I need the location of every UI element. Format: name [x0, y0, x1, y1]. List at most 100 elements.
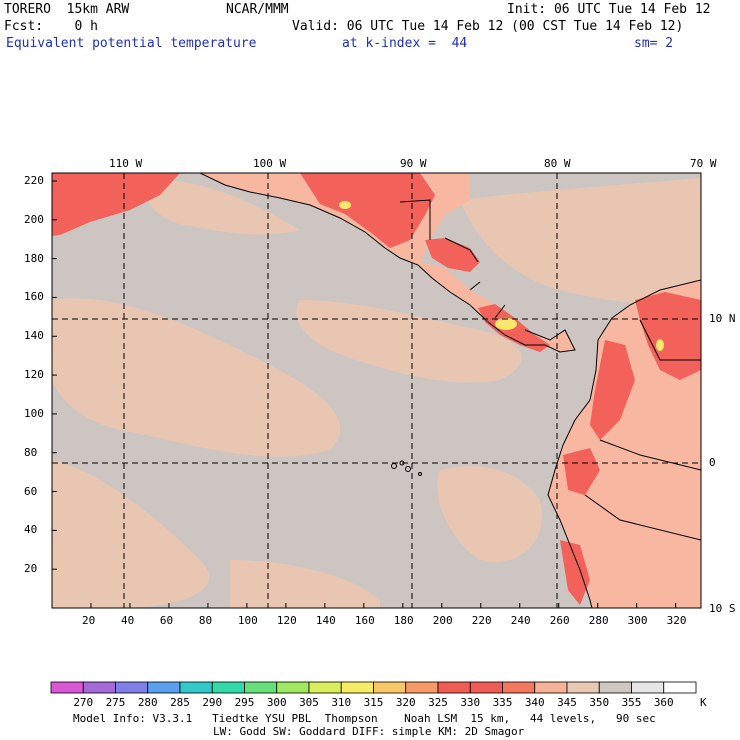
x-index-label: 200 — [432, 614, 453, 627]
colorbar-label: 345 — [557, 696, 577, 709]
y-index-label: 60 — [24, 484, 38, 498]
lon-label-110w: 110 W — [109, 157, 143, 170]
colorbar-swatch — [663, 681, 697, 694]
hot-region-pacific-nw — [52, 173, 180, 236]
y-index-label: 200 — [24, 212, 44, 226]
x-index-label: 280 — [588, 614, 609, 627]
colorbar-unit: K — [700, 696, 707, 709]
lat-label-10n: 10 N — [709, 312, 736, 325]
colorbar-label: 330 — [460, 696, 481, 709]
y-index-label: 80 — [24, 445, 38, 459]
x-index-label: 100 — [237, 614, 258, 627]
init-time: Init: 06 UTC Tue 14 Feb 12 — [507, 2, 711, 17]
x-index-label: 240 — [510, 614, 531, 627]
peak-spot-costa-rica — [495, 318, 517, 330]
lat-label-10s: 10 S — [709, 602, 736, 615]
y-index-label: 20 — [24, 562, 38, 576]
y-index-label: 100 — [24, 406, 44, 420]
colorbar-swatch — [566, 681, 600, 694]
hot-region-guatemala — [425, 238, 480, 272]
colorbar-swatch — [598, 681, 632, 694]
lon-label-80w: 80 W — [544, 157, 571, 170]
x-index-label: 140 — [315, 614, 336, 627]
colorbar-label: 300 — [266, 696, 287, 709]
colorbar-swatch — [82, 681, 116, 694]
coastline — [199, 173, 576, 353]
colorbar-label: 280 — [137, 696, 158, 709]
model-info-line2: LW: Godd SW: Goddard DIFF: simple KM: 2D… — [213, 725, 525, 738]
map-frame — [51, 172, 702, 609]
colorbar-label: 325 — [428, 696, 448, 709]
galapagos-island — [405, 466, 411, 472]
peak-spot-colombia — [656, 339, 664, 351]
x-index-label: 300 — [627, 614, 648, 627]
lon-label-70w: 70 W — [690, 157, 717, 170]
colorbar-swatch — [50, 681, 84, 694]
colorbar-label: 320 — [395, 696, 416, 709]
colorbar-swatch — [211, 681, 245, 694]
x-index-label: 40 — [120, 614, 135, 627]
field-name: Equivalent potential temperature — [6, 36, 257, 51]
colorbar-label: 305 — [299, 696, 319, 709]
lon-label-90w: 90 W — [400, 157, 427, 170]
colorbar-label: 290 — [202, 696, 223, 709]
colorbar-label: 315 — [363, 696, 384, 709]
hot-region-ecuador — [563, 448, 600, 495]
x-index-label: 220 — [471, 614, 492, 627]
colorbar-swatch — [244, 681, 278, 694]
ocean-warm-patch — [296, 300, 522, 383]
x-index-label: 20 — [81, 614, 96, 627]
hot-region-mexico — [300, 173, 435, 248]
country-borders — [399, 199, 701, 541]
galapagos-island — [418, 472, 422, 476]
coastline — [547, 279, 701, 608]
colorbar-swatch — [179, 681, 213, 694]
y-index-label: 140 — [24, 329, 44, 343]
ocean-warm-patch — [52, 460, 209, 608]
colorbar-label: 310 — [331, 696, 352, 709]
colorbar-label: 350 — [589, 696, 610, 709]
colorbar-swatch — [469, 681, 503, 694]
level-label: at k-index = 44 — [342, 36, 468, 51]
hot-region-peru — [560, 540, 590, 605]
colorbar-label: 270 — [73, 696, 94, 709]
forecast-hour: Fcst: 0 h — [4, 19, 98, 34]
colorbar-label: 295 — [234, 696, 255, 709]
x-index-label: 180 — [393, 614, 414, 627]
peak-spot-mexico — [339, 201, 351, 209]
colorbar-swatch — [631, 681, 665, 694]
lat-label-0: 0 — [709, 456, 716, 469]
ocean-warm-patch — [437, 466, 542, 562]
ocean-warm-patch — [146, 179, 300, 235]
x-index-label: 80 — [198, 614, 213, 627]
x-index-label: 260 — [549, 614, 570, 627]
colorbar-label: 285 — [170, 696, 190, 709]
colorbar-swatch — [147, 681, 181, 694]
x-index-label: 160 — [354, 614, 375, 627]
colorbar-label: 355 — [621, 696, 642, 709]
colorbar-label: 335 — [492, 696, 513, 709]
colorbar-swatch — [534, 681, 568, 694]
colorbar-swatch — [373, 681, 407, 694]
x-index-label: 120 — [276, 614, 297, 627]
colorbar-label: 360 — [653, 696, 674, 709]
y-index-label: 160 — [24, 290, 44, 304]
colorbar-label: 275 — [105, 696, 126, 709]
x-index-label: 320 — [666, 614, 687, 627]
y-index-label: 180 — [24, 251, 44, 265]
lon-label-100w: 100 W — [253, 157, 287, 170]
colorbar-swatch — [437, 681, 471, 694]
y-index-label: 220 — [24, 174, 44, 187]
colorbar-swatch — [308, 681, 342, 694]
ocean-warm-patch — [460, 178, 701, 305]
colorbar-swatch — [276, 681, 310, 694]
valid-time: Valid: 06 UTC Tue 14 Feb 12 (00 CST Tue … — [292, 19, 684, 34]
organization-label: NCAR/MMM — [226, 2, 289, 17]
colorbar-swatch — [405, 681, 439, 694]
colorbar — [50, 681, 697, 694]
y-index-label: 120 — [24, 368, 44, 382]
hot-region-colombia — [635, 292, 701, 380]
colorbar-swatch — [115, 681, 149, 694]
smoothing-label: sm= 2 — [634, 36, 674, 51]
